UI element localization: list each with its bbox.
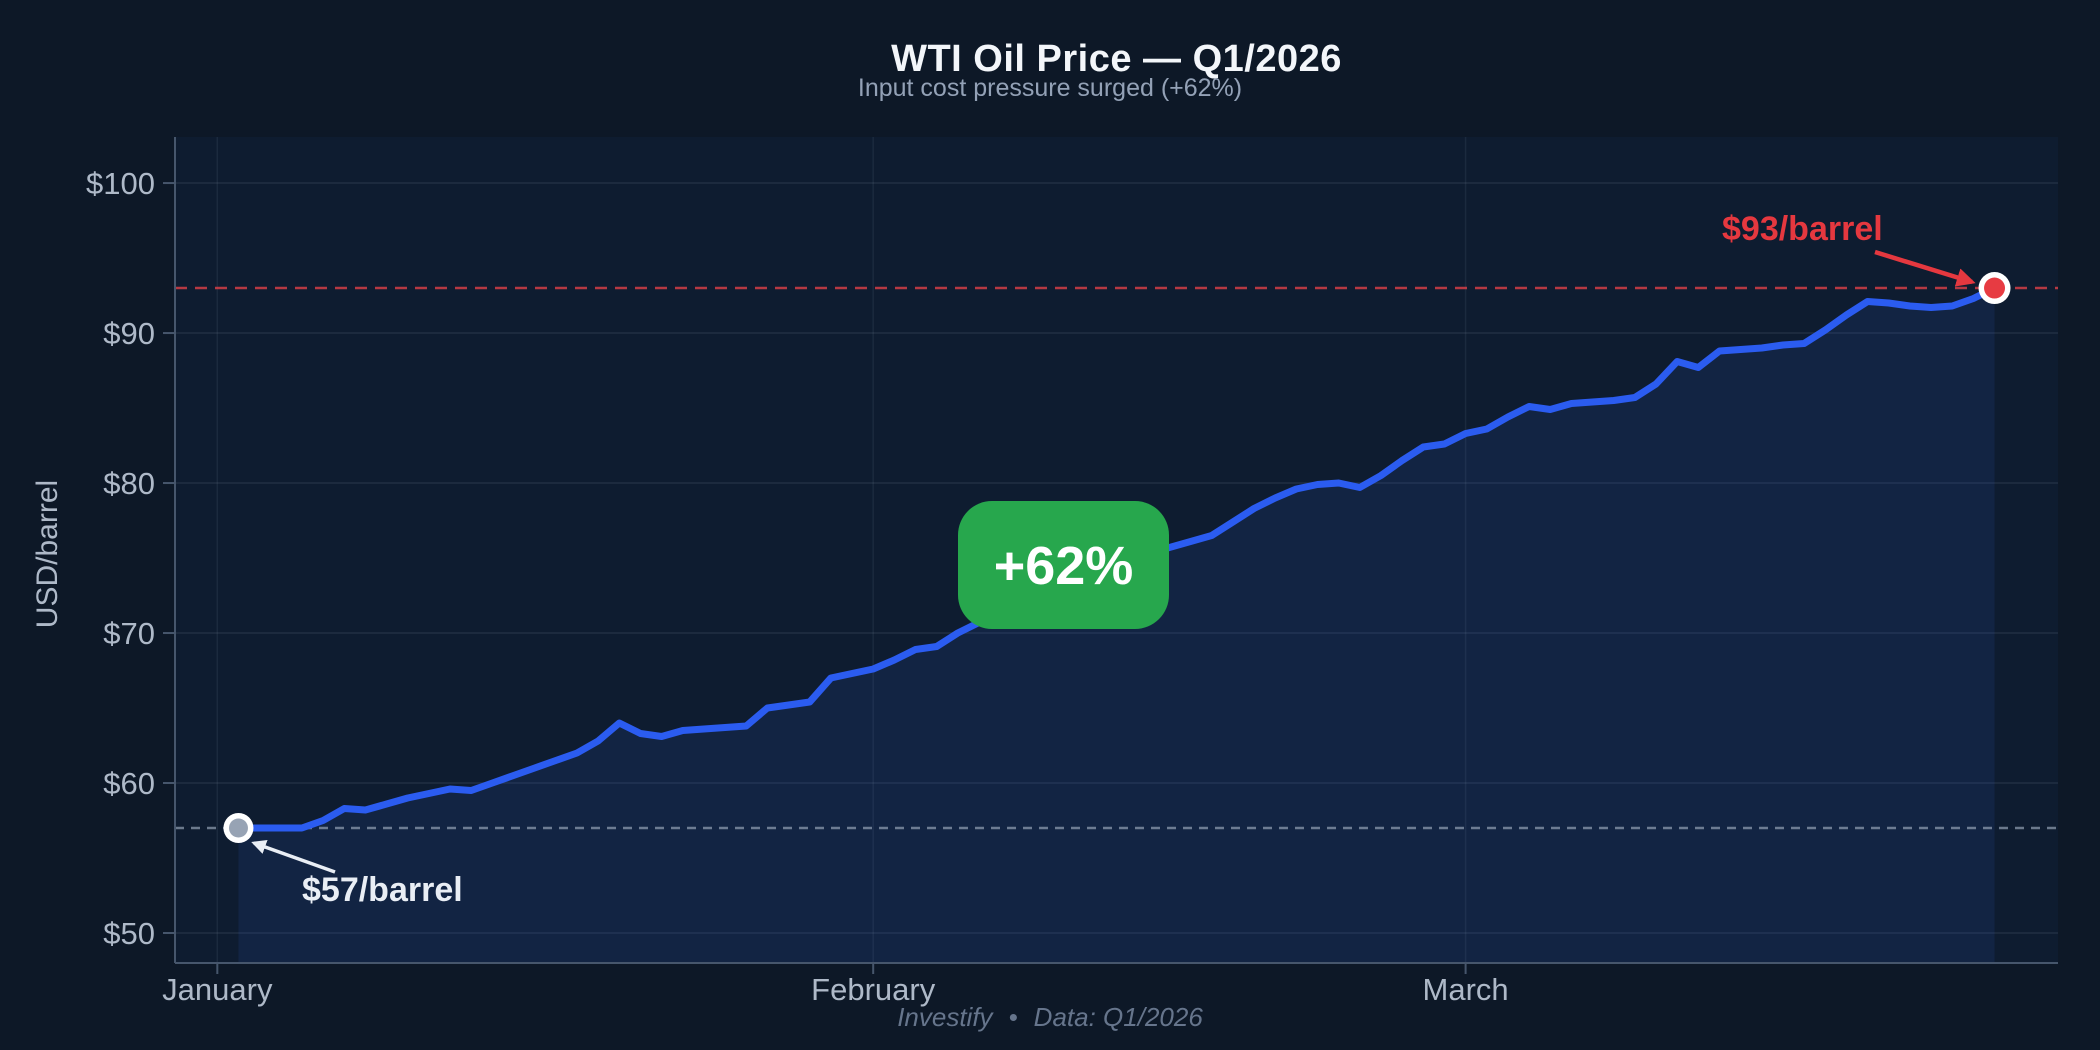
x-tick-label-january: January — [162, 972, 273, 1007]
end-dot — [1984, 277, 2006, 299]
y-tick-label-70: $70 — [103, 616, 155, 651]
x-tick-label-february: February — [811, 972, 936, 1007]
change-badge-label: +62% — [994, 536, 1134, 596]
end-annotation-label: $93/barrel — [1722, 210, 1883, 248]
chart-footer: Investify • Data: Q1/2026 — [0, 1002, 2100, 1033]
end-annotation-arrow — [1874, 249, 1976, 287]
change-badge — [958, 501, 1169, 629]
start-annotation-label: $57/barrel — [302, 871, 463, 909]
y-tick-label-100: $100 — [86, 166, 155, 201]
footer-separator: • — [1008, 1002, 1018, 1032]
chart-title: WTI Oil Price — Q1/2026 — [891, 38, 1342, 80]
x-tick-label-march: March — [1423, 972, 1509, 1007]
start-dot — [228, 818, 248, 838]
y-tick-label-60: $60 — [103, 766, 155, 801]
y-axis-label: USD/barrel — [31, 480, 64, 628]
y-tick-label-80: $80 — [103, 466, 155, 501]
y-tick-label-90: $90 — [103, 316, 155, 351]
start-annotation-arrow — [251, 840, 336, 874]
footer-credit: Investify — [897, 1002, 993, 1032]
chart-subtitle: Input cost pressure surged (+62%) — [857, 74, 1243, 102]
y-tick-label-50: $50 — [103, 916, 155, 951]
footer-source: Data: Q1/2026 — [1033, 1002, 1203, 1032]
